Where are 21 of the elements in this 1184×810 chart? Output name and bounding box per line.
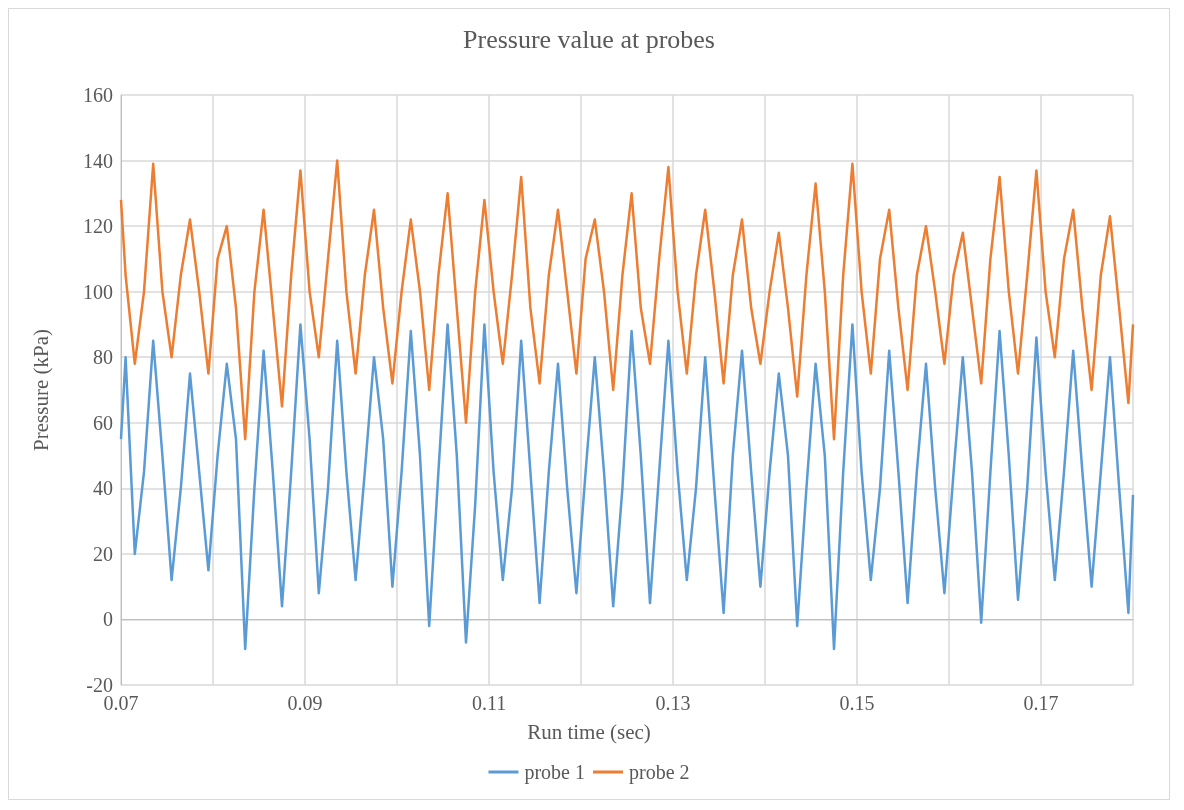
y-axis-title: Pressure (kPa) xyxy=(28,329,53,451)
y-tick-label: 160 xyxy=(83,84,113,106)
x-tick-label: 0.13 xyxy=(655,692,691,714)
line-series xyxy=(119,323,1135,651)
y-tick-label: 40 xyxy=(93,477,113,500)
y-tick-label: 100 xyxy=(83,280,113,303)
y-tick-label: 60 xyxy=(93,411,113,434)
y-tick-label: 120 xyxy=(83,215,113,238)
chart-title: Pressure value at probes xyxy=(463,24,715,54)
y-tick-label: 80 xyxy=(93,346,113,369)
y-tick-label: 20 xyxy=(93,542,113,565)
x-tick-label: 0.11 xyxy=(471,692,507,714)
line-series xyxy=(119,159,1135,441)
y-tick-label: 0 xyxy=(103,608,113,631)
x-tick-label: 0.17 xyxy=(1023,692,1059,714)
x-tick-label: 0.15 xyxy=(839,692,875,714)
y-tick-label: 140 xyxy=(83,149,113,172)
x-tick-label: 0.09 xyxy=(287,692,323,714)
legend-label: probe 2 xyxy=(629,761,690,784)
legend-label: probe 1 xyxy=(524,761,586,784)
x-axis-title: Run time (sec) xyxy=(527,719,651,744)
